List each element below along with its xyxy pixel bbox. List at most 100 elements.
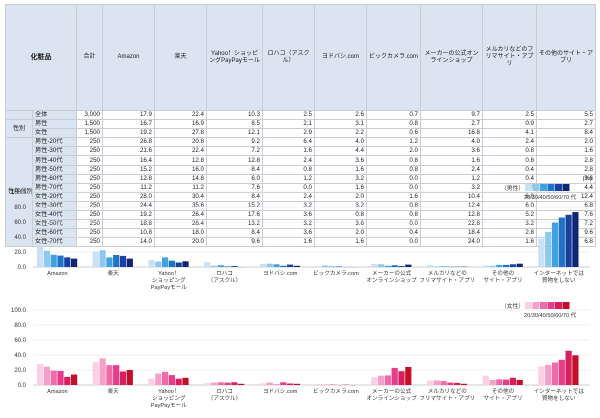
bar — [433, 380, 440, 385]
legend-swatch — [562, 302, 570, 309]
bar — [315, 383, 322, 385]
bar — [113, 365, 120, 385]
bar — [551, 362, 559, 385]
bar — [64, 257, 71, 267]
bar — [565, 214, 572, 267]
bar — [106, 257, 113, 267]
table-row: 男性-60代25012.814.86.01.23.20.01.20.43.669… — [6, 173, 596, 184]
bar — [231, 382, 238, 385]
bar — [266, 382, 273, 385]
table-cell: 2.1 — [262, 119, 315, 130]
legend-swatch — [532, 184, 540, 191]
bar — [482, 375, 489, 385]
female-bar-chart: 0.0 20.0 40.0 60.0 80.0 100.0 Amazon 楽天 Yahoo！ショ… — [11, 302, 590, 409]
male-bar-chart: 0.0 20.0 40.0 60.0 80.0 100.0 Amazon 楽天 Yahoo！ショ… — [11, 184, 590, 291]
x-tick-label: 楽天 — [107, 387, 119, 395]
row-label: 男性-20代 — [32, 137, 77, 148]
column-header: メルカリなどのフリマサイト・アプリ — [482, 4, 537, 111]
bar — [558, 217, 565, 267]
bar — [482, 265, 489, 267]
column-header: 楽天 — [154, 4, 207, 111]
table-cell: 250 — [76, 155, 103, 166]
bar — [371, 377, 378, 385]
x-tick-label: メーカーの公式 — [372, 387, 412, 395]
x-tick-label: Amazon — [47, 271, 68, 277]
y-tick-label: 80.0 — [14, 205, 26, 211]
table-cell: 0.8 — [366, 155, 421, 166]
table-cell: 12.1 — [206, 128, 263, 139]
x-tick-label: Yahoo！ — [158, 388, 179, 395]
table-cell: 1,500 — [76, 128, 103, 139]
table-row: 男性-40代25016.412.812.82.43.60.81.60.82.85… — [6, 155, 596, 166]
table-cell: 19.2 — [102, 128, 155, 139]
table-cell: 4.0 — [420, 137, 483, 148]
x-tick-label: ビックカメラ.com — [313, 387, 359, 395]
bar — [503, 264, 510, 267]
table-row: 女性1,50019.227.812.12.92.20.616.84.18.433… — [6, 128, 596, 139]
table-cell: 2.2 — [314, 128, 367, 139]
legend-swatch — [562, 184, 570, 191]
bar — [496, 379, 503, 385]
bar — [155, 373, 162, 385]
bar — [503, 379, 510, 385]
table-cell: 1.6 — [420, 155, 483, 166]
legend-swatch — [532, 302, 540, 309]
table-cell: 1,500 — [76, 119, 103, 130]
bar — [538, 238, 545, 267]
bar — [454, 382, 461, 385]
table-cell: 2.5 — [262, 109, 315, 121]
table-cell: 8.5 — [206, 119, 263, 130]
bar — [551, 222, 559, 267]
table-cell: 21.6 — [102, 146, 155, 157]
bar — [405, 367, 412, 385]
bar — [92, 251, 99, 267]
legend-swatch — [547, 302, 555, 309]
bar — [168, 260, 175, 267]
bar — [155, 261, 162, 267]
table-cell: 0.8 — [366, 164, 421, 175]
column-header: 合計 — [76, 4, 103, 111]
table-cell: 22.4 — [154, 109, 207, 121]
bar — [266, 263, 273, 267]
y-tick-label: 100.0 — [11, 308, 27, 314]
legend-caption: 20/30/40/50/60/70 代 — [524, 311, 577, 319]
y-tick-label: 0.0 — [18, 265, 27, 271]
bar — [162, 257, 169, 267]
table-cell: 1.2 — [366, 137, 421, 148]
bar — [447, 382, 454, 385]
table-cell: 8.4 — [536, 128, 596, 139]
x-tick-label: ロハコ — [216, 388, 233, 395]
y-tick-label: 0.0 — [18, 383, 27, 389]
table-cell: 16.8 — [420, 128, 483, 139]
table-cell: 6.4 — [262, 137, 315, 148]
x-tick-label: ビックカメラ.com — [313, 269, 359, 277]
table-cell: 16.0 — [154, 164, 207, 175]
table-cell: 9.7 — [420, 109, 483, 121]
bar — [50, 370, 57, 385]
bar — [378, 375, 385, 385]
bar — [460, 383, 468, 385]
legend-swatch — [540, 302, 547, 309]
x-tick-label: ヨドバシ.com — [263, 388, 298, 395]
row-group-label: 性別 — [5, 119, 33, 139]
column-header: メーカーの公式オンラインショップ — [420, 4, 483, 111]
legend-title: （女性） — [501, 302, 524, 310]
bar — [57, 255, 64, 267]
bar — [168, 375, 175, 385]
bar — [119, 371, 127, 385]
table-cell: 250 — [76, 164, 103, 175]
table-cell: 0.9 — [482, 119, 537, 130]
table-cell: 22.4 — [154, 146, 207, 157]
x-tick-label: サイト・アプリ — [483, 395, 522, 402]
table-cell: 5.5 — [536, 109, 596, 121]
x-tick-label: フリマサイト・アプリ — [419, 277, 475, 284]
bar — [558, 359, 565, 385]
y-tick-label: 80.0 — [14, 323, 26, 329]
bar — [37, 364, 44, 385]
bar — [238, 383, 245, 385]
bar — [119, 255, 127, 267]
table-cell: 0.8 — [262, 164, 315, 175]
bar — [384, 375, 391, 385]
row-group-label — [5, 109, 33, 121]
header-product: 化粧品 — [5, 4, 77, 111]
